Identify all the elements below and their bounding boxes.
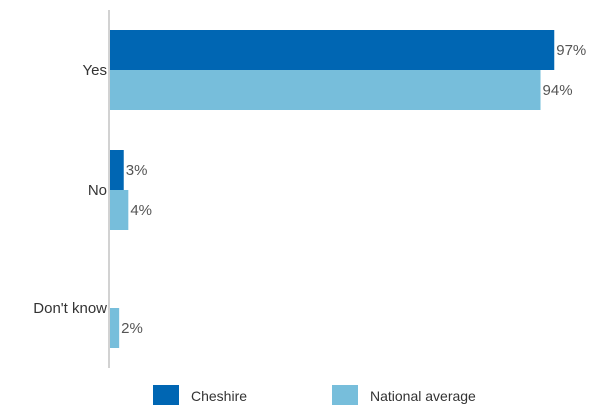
legend-label-national-average: National average xyxy=(370,388,476,404)
legend-swatch-cheshire xyxy=(153,385,179,405)
data-label-national-average-yes: 94% xyxy=(543,82,573,99)
data-label-national-average-no: 4% xyxy=(130,202,152,219)
bars-layer xyxy=(110,30,555,348)
bar-national-average-don-t-know xyxy=(110,308,120,348)
data-label-cheshire-no: 3% xyxy=(126,162,148,179)
legend-swatch-national-average xyxy=(332,385,358,405)
bar-cheshire-no xyxy=(110,150,124,190)
legend-label-cheshire: Cheshire xyxy=(191,388,247,404)
category-label-yes: Yes xyxy=(83,62,107,79)
data-label-national-average-don-t-know: 2% xyxy=(121,320,143,337)
bar-national-average-no xyxy=(110,190,129,230)
data-labels: 97% 94% 3% 4% 2% xyxy=(121,42,586,337)
legend: Cheshire National average xyxy=(153,385,476,405)
category-label-no: No xyxy=(88,182,107,199)
data-label-cheshire-yes: 97% xyxy=(556,42,586,59)
category-labels: Yes No Don't know xyxy=(33,62,107,317)
category-label-don-t-know: Don't know xyxy=(33,300,107,317)
bar-cheshire-yes xyxy=(110,30,555,70)
bar-national-average-yes xyxy=(110,70,541,110)
